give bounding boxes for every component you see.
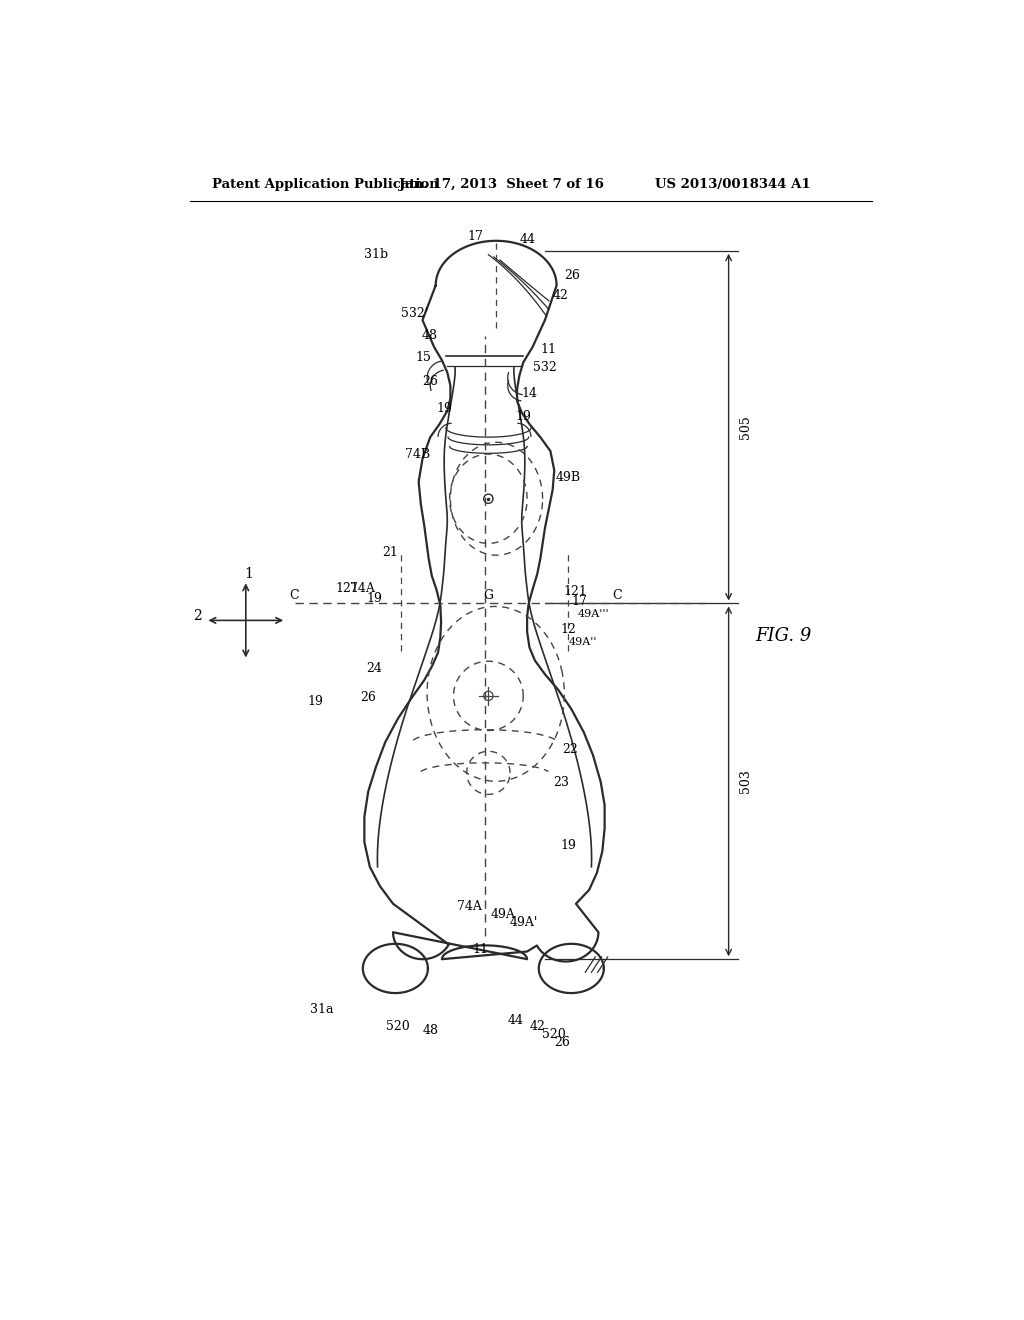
Text: 26: 26: [360, 690, 376, 704]
Text: 17: 17: [467, 231, 483, 243]
Text: 49A''': 49A''': [578, 610, 609, 619]
Text: 49B: 49B: [556, 471, 581, 484]
Text: G: G: [483, 589, 494, 602]
Text: Jan. 17, 2013  Sheet 7 of 16: Jan. 17, 2013 Sheet 7 of 16: [399, 178, 604, 191]
Text: 49A': 49A': [509, 916, 538, 929]
Text: 23: 23: [553, 776, 568, 788]
Text: 26: 26: [564, 269, 581, 282]
Text: FIG. 9: FIG. 9: [756, 627, 812, 644]
Text: 21: 21: [382, 546, 397, 560]
Text: 48: 48: [422, 1023, 438, 1036]
Text: 505: 505: [739, 416, 753, 440]
Text: 11: 11: [473, 944, 488, 957]
Text: 19: 19: [560, 838, 577, 851]
Text: 44: 44: [508, 1014, 523, 1027]
Text: 520: 520: [542, 1028, 565, 1041]
Text: 121: 121: [335, 582, 359, 594]
Text: 74B: 74B: [406, 449, 430, 462]
Text: 49A'': 49A'': [568, 638, 597, 647]
Text: 19: 19: [367, 593, 382, 606]
Text: 121: 121: [563, 585, 588, 598]
Text: 1: 1: [245, 568, 253, 581]
Text: C: C: [612, 589, 622, 602]
Text: 26: 26: [554, 1036, 570, 1049]
Text: 532: 532: [532, 362, 556, 375]
Text: 74A: 74A: [457, 900, 481, 913]
Text: 48: 48: [422, 329, 438, 342]
Text: 2: 2: [194, 609, 202, 623]
Text: 24: 24: [367, 661, 382, 675]
Text: 26: 26: [422, 375, 438, 388]
Text: 19: 19: [515, 409, 531, 422]
Text: 14: 14: [521, 387, 538, 400]
Text: 74A: 74A: [349, 582, 375, 594]
Text: 42: 42: [553, 289, 568, 302]
Text: 22: 22: [562, 743, 578, 756]
Text: 49A: 49A: [490, 908, 515, 921]
Text: 503: 503: [739, 770, 753, 793]
Text: 532': 532': [401, 308, 429, 321]
Text: US 2013/0018344 A1: US 2013/0018344 A1: [655, 178, 811, 191]
Text: 42: 42: [529, 1020, 546, 1034]
Text: 31b: 31b: [365, 248, 388, 261]
Text: 15: 15: [416, 351, 432, 363]
Text: 11: 11: [541, 343, 556, 356]
Text: 31a: 31a: [310, 1003, 334, 1016]
Text: 19: 19: [307, 694, 324, 708]
Text: C: C: [289, 589, 299, 602]
Text: 19: 19: [436, 403, 452, 416]
Text: Patent Application Publication: Patent Application Publication: [212, 178, 438, 191]
Text: 12: 12: [560, 623, 577, 636]
Text: 520: 520: [386, 1020, 410, 1034]
Text: 17: 17: [571, 594, 587, 607]
Text: 44: 44: [519, 232, 536, 246]
